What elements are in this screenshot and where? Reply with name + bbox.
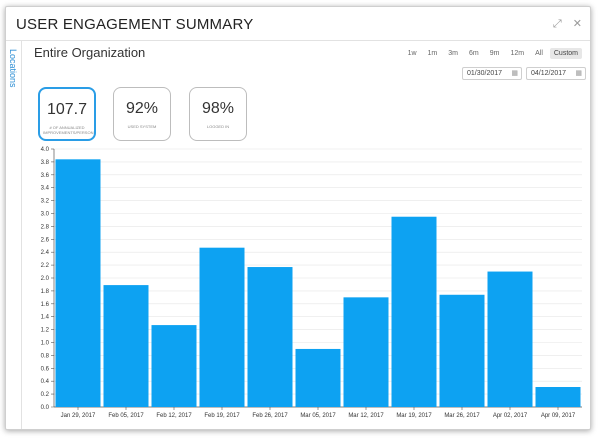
locations-side-tab[interactable]: Locations [6,41,22,429]
range-button-all[interactable]: All [535,50,543,57]
y-tick-label: 4.0 [41,147,50,153]
y-tick-label: 0.2 [41,392,50,398]
kpi-value: 98% [201,100,235,117]
expand-icon[interactable]: ⤢ [552,18,562,30]
kpi-value: 107.7 [46,101,88,118]
bar-1[interactable] [103,285,149,407]
kpi-label: Logged In [206,124,230,129]
y-tick-label: 2.2 [41,263,50,269]
x-tick-label: Apr 09, 2017 [541,413,576,419]
bar-3[interactable] [199,247,245,407]
x-tick-label: Mar 26, 2017 [444,413,480,419]
organization-title: Entire Organization [34,45,146,60]
y-tick-label: 0.0 [41,405,50,411]
range-button-1w[interactable]: 1w [407,50,417,57]
kpi-label: # of Annualized Improvements/Person [43,125,94,135]
bar-0[interactable] [55,159,101,407]
y-tick-label: 3.6 [41,173,50,179]
kpi-value: 92% [125,100,159,117]
y-tick-label: 0.6 [41,366,50,372]
locations-tab-label[interactable]: Locations [8,49,18,88]
calendar-icon[interactable]: ▦ [575,70,582,77]
y-tick-label: 1.8 [41,289,50,295]
bar-6[interactable] [343,297,389,407]
y-tick-label: 2.6 [41,237,50,243]
bar-9[interactable] [487,271,533,407]
x-tick-label: Apr 02, 2017 [493,413,528,419]
bar-5[interactable] [295,348,341,407]
x-tick-label: Feb 19, 2017 [204,413,240,419]
range-button-1m[interactable]: 1m [427,50,438,57]
y-tick-label: 0.8 [41,353,50,359]
range-button-3m[interactable]: 3m [448,50,458,57]
bar-2[interactable] [151,325,197,407]
y-tick-label: 1.2 [41,328,50,334]
date-range-selector: 1w 1m 3m 6m 9m 12m All Custom [401,48,582,59]
window-controls: ⤢ ✕ [545,17,582,31]
x-tick-label: Feb 12, 2017 [156,413,192,419]
bar-7[interactable] [391,216,437,407]
end-date-input[interactable]: 04/12/2017 ▦ [526,67,586,80]
bar-8[interactable] [439,294,485,407]
engagement-bar-chart: 0.0 0.2 0.4 0.6 0.8 1.0 1.2 1.4 1.6 1.8 2.0 2.2 2.4 2… [41,147,582,419]
window-titlebar: USER ENGAGEMENT SUMMARY ⤢ ✕ [6,7,590,41]
kpi-card-used-system[interactable]: 92% Used System [113,87,171,141]
y-tick-label: 1.0 [41,341,50,347]
x-tick-label: Mar 05, 2017 [300,413,336,419]
range-button-6m[interactable]: 6m [469,50,479,57]
engagement-summary-window: USER ENGAGEMENT SUMMARY ⤢ ✕ Locations En… [5,6,591,430]
start-date-value: 01/30/2017 [467,70,503,77]
bar-10[interactable] [535,387,581,407]
x-tick-label: Jan 29, 2017 [61,413,96,419]
start-date-input[interactable]: 01/30/2017 ▦ [462,67,522,80]
end-date-value: 04/12/2017 [531,70,567,77]
range-button-12m[interactable]: 12m [510,50,525,57]
bar-4[interactable] [247,267,293,407]
y-tick-label: 1.6 [41,302,50,308]
y-tick-label: 3.2 [41,199,50,205]
y-tick-label: 3.4 [41,186,50,192]
x-tick-label: Mar 12, 2017 [348,413,384,419]
kpi-label: Used System [127,124,157,129]
y-tick-label: 2.0 [41,276,50,282]
y-tick-label: 3.8 [41,160,50,166]
kpi-card-improvements[interactable]: 107.7 # of Annualized Improvements/Perso… [38,87,96,141]
y-tick-label: 2.4 [41,250,50,256]
close-icon[interactable]: ✕ [572,18,582,30]
window-title: USER ENGAGEMENT SUMMARY [16,16,254,33]
y-tick-label: 0.4 [41,379,50,385]
range-button-custom[interactable]: Custom [549,48,582,59]
kpi-card-logged-in[interactable]: 98% Logged In [189,87,247,141]
y-tick-label: 3.0 [41,212,50,218]
x-tick-label: Feb 26, 2017 [252,413,288,419]
x-tick-label: Feb 05, 2017 [108,413,144,419]
calendar-icon[interactable]: ▦ [511,70,518,77]
x-tick-label: Mar 19, 2017 [396,413,432,419]
y-tick-label: 2.8 [41,224,50,230]
range-button-9m[interactable]: 9m [489,50,500,57]
y-tick-label: 1.4 [41,315,50,321]
